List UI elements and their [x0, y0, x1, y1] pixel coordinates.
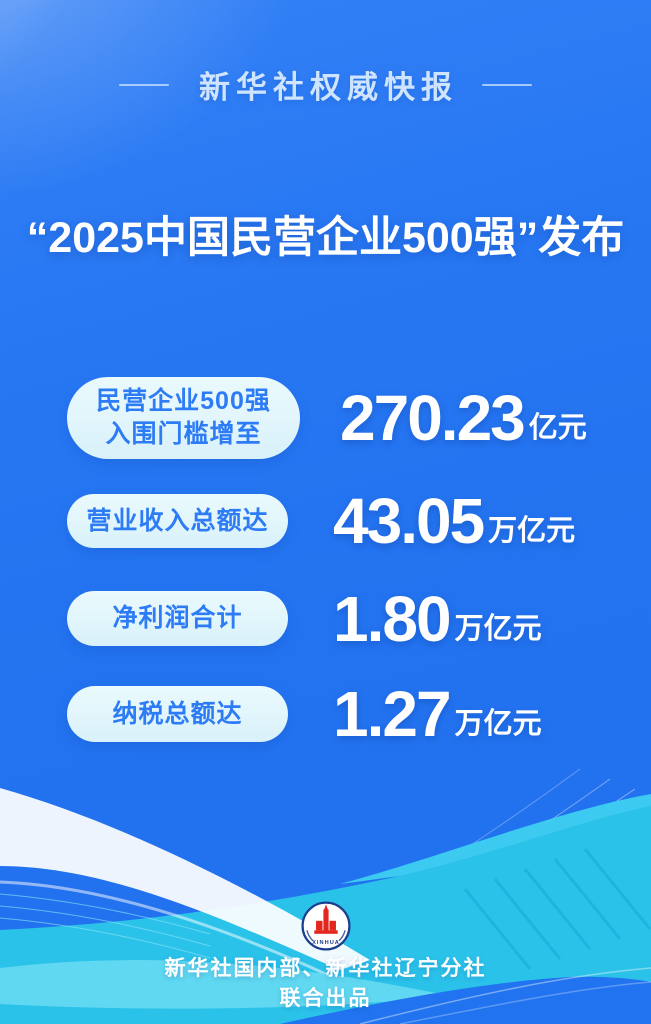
- kicker-banner: 新华社权威快报: [0, 62, 651, 107]
- stat-label-line: 民营企业500强: [96, 387, 271, 415]
- stat-value-unit: 万亿元: [454, 708, 542, 740]
- stat-label-line: 纳税总额达: [112, 699, 243, 728]
- stat-label-line: 净利润合计: [112, 604, 243, 632]
- stat-value-number: 1.27: [333, 678, 452, 750]
- kicker-dash-left: [119, 83, 169, 86]
- credits-block: 新华社国内部、新华社辽宁分社 联合出品: [0, 954, 651, 1014]
- stat-row-total-revenue: 营业收入总额达 43.05 万亿元: [67, 485, 576, 557]
- credit-line-1: 新华社国内部、新华社辽宁分社: [164, 957, 487, 980]
- emblem-text: XINHUA: [312, 940, 340, 946]
- stat-label-pill: 净利润合计: [67, 591, 288, 646]
- stat-row-total-tax: 纳税总额达 1.27 万亿元: [67, 678, 542, 750]
- stat-value-unit: 亿元: [528, 412, 587, 444]
- stat-value: 270.23 亿元: [340, 382, 587, 454]
- stat-value: 1.80 万亿元: [333, 582, 542, 655]
- light-beam: [0, 0, 237, 399]
- stat-value-unit: 万亿元: [488, 515, 576, 547]
- stat-label-line: 入围门槛增至: [105, 420, 262, 448]
- stat-value-unit: 万亿元: [454, 612, 542, 645]
- stat-value-number: 43.05: [333, 485, 485, 557]
- xinhua-emblem-icon: XINHUA: [300, 901, 351, 951]
- stat-value: 1.27 万亿元: [333, 678, 542, 750]
- stat-value-number: 1.80: [333, 582, 452, 655]
- stat-label-line: 营业收入总额达: [86, 506, 269, 535]
- kicker-text: 新华社权威快报: [199, 70, 458, 105]
- stat-row-net-profit: 净利润合计 1.80 万亿元: [67, 582, 542, 655]
- stat-row-entry-threshold: 民营企业500强 入围门槛增至 270.23 亿元: [67, 377, 587, 459]
- headline-title: “2025中国民营企业500强”发布: [26, 214, 625, 262]
- credit-line-2: 联合出品: [279, 987, 372, 1010]
- kicker-dash-right: [482, 83, 532, 86]
- stat-value: 43.05 万亿元: [333, 485, 576, 557]
- stat-value-number: 270.23: [340, 382, 526, 454]
- stat-label-pill: 营业收入总额达: [67, 494, 288, 548]
- stat-label-pill: 民营企业500强 入围门槛增至: [67, 377, 300, 459]
- stat-label-pill: 纳税总额达: [67, 686, 288, 742]
